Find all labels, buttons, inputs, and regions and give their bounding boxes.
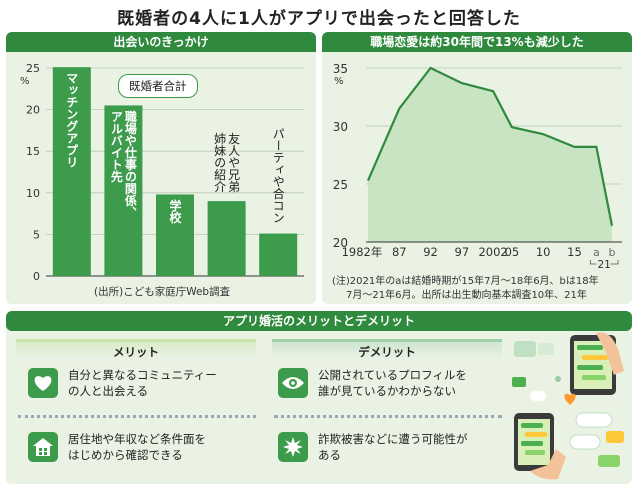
bar-2 [156,194,194,276]
merit-demerit-header: アプリ婚活のメリットとデメリット [6,311,632,331]
bar-3 [207,201,246,276]
phones-illustration [512,332,624,480]
merit-item-2-line-1: 居住地や年収など条件面を [68,432,206,446]
bar-y-tick-3: 15 [26,145,40,158]
bar-chart-panel: 出会いのきっかけ % 0 5 10 15 20 25 マッチングアプリ 職場や仕事の関係、 アルバ… [6,32,316,304]
demerit-item-2-line-2: ある [318,448,341,462]
area-x-tick-9: b [609,246,616,259]
bar-chart-legend: 既婚者合計 [118,74,198,98]
merit-item-2: 居住地や年収など条件面を はじめから確認できる [68,431,206,463]
bar-4 [259,233,298,276]
area-bracket [589,260,619,265]
area-x-tick-4: 2002 [478,245,507,259]
demerit-item-1-line-1: 公開されているプロフィルを [318,368,467,382]
area-y-tick-2: 30 [333,120,348,134]
bar-0 [52,67,91,276]
merit-demerit-panel: アプリ婚活のメリットとデメリット メリット デメリット 自分と異なるコミュニティ… [6,311,632,484]
burst-icon [278,432,308,462]
bar-chart-source: (出所)こども家庭庁Web調査 [94,286,231,298]
merit-item-1: 自分と異なるコミュニティー の人と出会える [68,367,217,399]
area-x-tick-3: 97 [455,245,470,259]
area-y-tick-0: 20 [333,236,348,250]
demerit-item-1: 公開されているプロフィルを 誰が見ているかわからない [318,367,467,399]
line-chart-panel: 職場恋愛は約30年間で13%も減少した % 20 25 30 35 1982年 87 92 97… [322,32,632,304]
area-x-tick-7: 15 [567,245,582,259]
area-x-tick-6: 10 [536,245,551,259]
line-chart-note-2: 7月～21年6月。出所は出生動向基本調査10年、21年 [346,290,587,301]
bar-y-tick-0: 0 [33,270,40,283]
line-chart-header: 職場恋愛は約30年間で13%も減少した [322,32,632,52]
area-bracket-label: 21 [597,259,610,271]
page-title: 既婚者の4人に1人がアプリで出会ったと回答した [117,9,521,29]
heart-icon [28,368,58,398]
bar-y-tick-2: 10 [26,187,40,200]
area-line [366,66,614,226]
area-x-tick-1: 87 [392,245,407,259]
area-x-tick-0: 1982年 [342,245,383,259]
demerit-item-1-line-2: 誰が見ているかわからない [318,384,456,398]
bar-label-2-0: 学校 [168,198,182,224]
bar-y-tick-5: 25 [26,62,40,75]
merit-item-2-line-2: はじめから確認できる [68,448,183,462]
area-y-tick-3: 35 [333,62,348,76]
demerit-item-2-line-1: 詐欺被害などに遭う可能性が [318,432,468,446]
bar-label-1-1: アルバイト先 [109,110,123,183]
bar-y-tick-4: 20 [26,104,40,117]
bar-label-4-0: パーティや合コン [271,127,285,223]
area-x-tick-2: 92 [423,245,438,259]
demerit-divider [274,415,502,418]
area-x-tick-5: 05 [505,245,520,259]
bar-1 [104,105,143,276]
bar-label-1-0: 職場や仕事の関係、 [123,109,137,218]
bar-label-0-0: マッチングアプリ [65,72,79,168]
area-x-tick-8: a [593,246,600,259]
area-fill [368,68,612,242]
bar-label-3-0: 友人や兄弟 [227,132,241,192]
demerit-item-2: 詐欺被害などに遭う可能性が ある [318,431,468,463]
area-y-tick-1: 25 [333,178,348,192]
merit-item-1-line-1: 自分と異なるコミュニティー [68,368,217,382]
bar-label-3-1: 姉妹の紹介 [213,131,227,192]
bar-chart-header: 出会いのきっかけ [6,32,316,52]
merit-divider [18,415,256,418]
house-icon [28,432,58,462]
merit-title: メリット [16,339,256,359]
bar-unit-label: % [20,76,30,87]
demerit-title: デメリット [272,339,502,359]
area-unit-label: % [334,76,344,87]
bar-y-tick-1: 5 [33,228,40,241]
line-chart-note-1: (注)2021年のaは結婚時期が15年7月～18年6月、bは18年 [332,276,599,287]
merit-item-1-line-2: の人と出会える [68,384,149,398]
eye-icon [278,368,308,398]
